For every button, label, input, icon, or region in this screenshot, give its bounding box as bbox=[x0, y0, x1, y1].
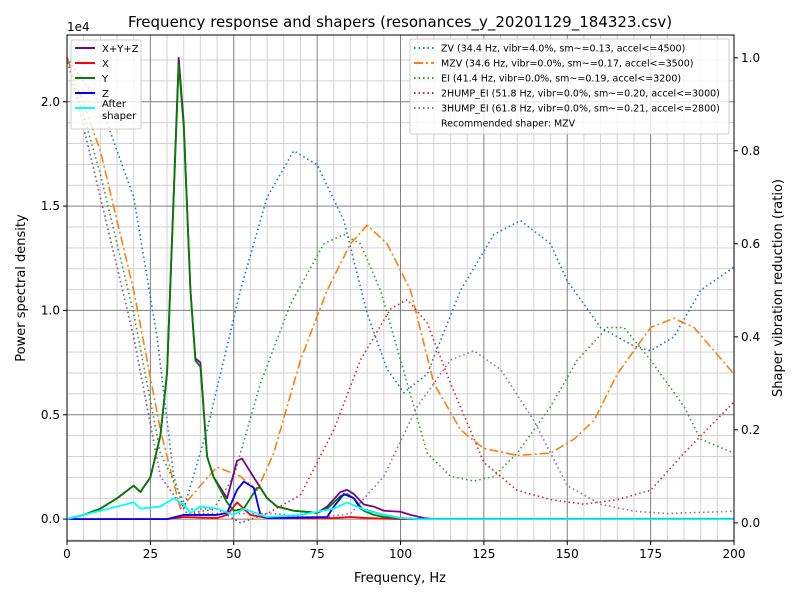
x-tick-label: 200 bbox=[723, 547, 746, 561]
legend-label: 2HUMP_EI (51.8 Hz, vibr=0.0%, sm~=0.20, … bbox=[441, 89, 720, 100]
psd-line-4 bbox=[66, 497, 734, 520]
chart-title: Frequency response and shapers (resonanc… bbox=[128, 13, 672, 32]
legend-box bbox=[409, 38, 730, 135]
legend-label: After shaper bbox=[102, 99, 137, 122]
legend-label: X bbox=[102, 59, 109, 70]
x-tick-label: 75 bbox=[309, 547, 324, 561]
legend-label: EI (41.4 Hz, vibr=0.0%, sm~=0.19, accel<… bbox=[441, 74, 681, 85]
legend-label: MZV (34.6 Hz, vibr=0.0%, sm~=0.17, accel… bbox=[441, 59, 693, 70]
x-tick-label: 150 bbox=[556, 547, 579, 561]
y-right-tick-label: 0.2 bbox=[741, 423, 760, 437]
y-right-tick-label: 1.0 bbox=[741, 51, 760, 65]
legend-label: 3HUMP_EI (61.8 Hz, vibr=0.0%, sm~=0.21, … bbox=[441, 104, 720, 115]
shaper-line-3hump_ei bbox=[66, 57, 735, 520]
y-tick-label: 1.0 bbox=[41, 303, 60, 317]
x-tick-label: 125 bbox=[472, 547, 495, 561]
y-right-tick-label: 0.0 bbox=[741, 516, 760, 530]
legend-note: Recommended shaper: MZV bbox=[441, 119, 576, 130]
legend-shapers: ZV (34.4 Hz, vibr=4.0%, sm~=0.13, accel<… bbox=[409, 38, 730, 135]
legend-label: X+Y+Z bbox=[102, 44, 139, 55]
x-tick-label: 25 bbox=[143, 547, 158, 561]
y-axis-label: Power spectral density bbox=[14, 214, 29, 362]
legend-label: ZV (34.4 Hz, vibr=4.0%, sm~=0.13, accel<… bbox=[441, 44, 685, 55]
psd-curves bbox=[66, 57, 734, 520]
y-right-tick-label: 0.8 bbox=[741, 144, 760, 158]
y-tick-label: 2.0 bbox=[41, 95, 60, 109]
y-tick-label: 1.5 bbox=[41, 199, 60, 213]
y-axis-right-label: Shaper vibration reduction (ratio) bbox=[771, 179, 786, 397]
shaper-line-mzv bbox=[66, 57, 735, 510]
legend-label: Y bbox=[101, 74, 109, 85]
legend-label: Z bbox=[102, 89, 109, 100]
x-tick-label: 175 bbox=[639, 547, 662, 561]
x-axis-label: Frequency, Hz bbox=[354, 571, 446, 586]
x-tick-label: 50 bbox=[226, 547, 241, 561]
y-tick-label: 0.0 bbox=[41, 512, 60, 526]
axis-ticks: 0 25 50 75 100 125 150 175 200 0.0 0.5 1.0 1.5 2.0 0.0… bbox=[41, 51, 760, 561]
y-right-tick-label: 0.4 bbox=[741, 330, 760, 344]
x-tick-label: 100 bbox=[389, 547, 412, 561]
y-tick-label: 0.5 bbox=[41, 408, 60, 422]
y-offset-label: 1e4 bbox=[67, 20, 90, 34]
x-tick-label: 0 bbox=[63, 547, 71, 561]
y-right-tick-label: 0.6 bbox=[741, 237, 760, 251]
psd-line-1 bbox=[67, 501, 734, 520]
